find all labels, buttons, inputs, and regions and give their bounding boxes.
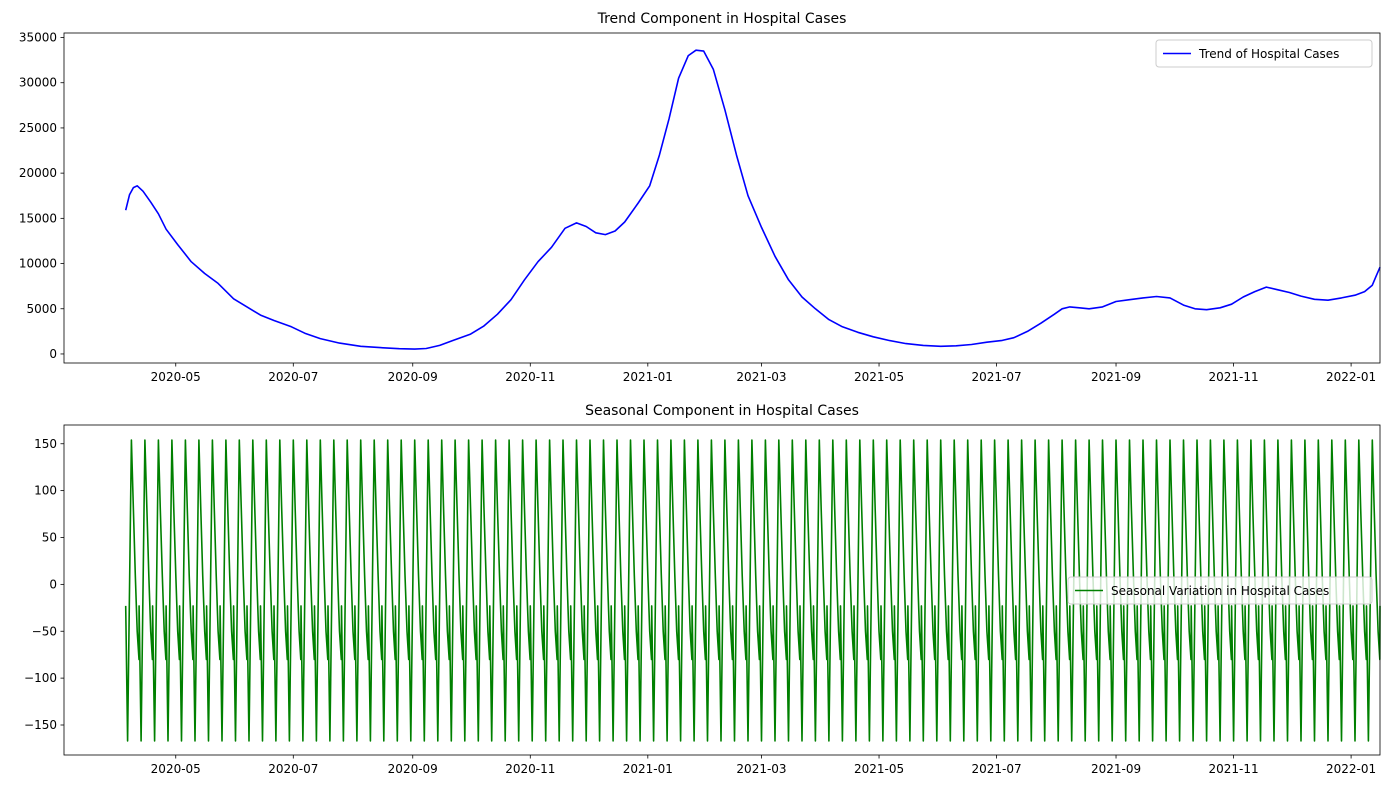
trend-x-tick-label: 2021-01 bbox=[623, 370, 673, 384]
trend-chart-title: Trend Component in Hospital Cases bbox=[597, 11, 847, 27]
trend-x-tick-label: 2021-09 bbox=[1091, 370, 1141, 384]
seasonal-y-tick-label: 150 bbox=[34, 437, 57, 451]
seasonal-x-tick-label: 2021-09 bbox=[1091, 762, 1141, 776]
seasonal-subplot: Seasonal Component in Hospital Cases −15… bbox=[24, 403, 1381, 776]
trend-legend-label: Trend of Hospital Cases bbox=[1198, 47, 1339, 61]
trend-x-tick-label: 2021-07 bbox=[971, 370, 1021, 384]
seasonal-y-tick-label: 0 bbox=[49, 577, 57, 591]
seasonal-y-tick-label: −100 bbox=[24, 671, 57, 685]
seasonal-x-tick-label: 2021-05 bbox=[854, 762, 904, 776]
trend-x-tick-label: 2020-11 bbox=[505, 370, 555, 384]
seasonal-y-axis: −150 −100 −50 0 50 100 150 bbox=[24, 437, 64, 732]
trend-y-tick-label: 15000 bbox=[19, 211, 57, 225]
trend-x-tick-label: 2022-01 bbox=[1326, 370, 1376, 384]
seasonal-x-tick-label: 2020-07 bbox=[268, 762, 318, 776]
trend-x-tick-label: 2020-05 bbox=[151, 370, 201, 384]
trend-legend: Trend of Hospital Cases bbox=[1155, 39, 1373, 68]
seasonal-x-tick-label: 2022-01 bbox=[1326, 762, 1376, 776]
trend-axes-frame bbox=[63, 32, 1381, 364]
trend-y-tick-label: 0 bbox=[49, 347, 57, 361]
seasonal-x-tick-label: 2021-11 bbox=[1208, 762, 1258, 776]
seasonal-x-tick-label: 2021-07 bbox=[971, 762, 1021, 776]
seasonal-y-tick-label: −150 bbox=[24, 718, 57, 732]
seasonal-x-axis: 2020-05 2020-07 2020-09 2020-11 2021-01 2021-… bbox=[151, 755, 1376, 776]
seasonal-x-tick-label: 2021-01 bbox=[623, 762, 673, 776]
trend-y-tick-label: 10000 bbox=[19, 257, 57, 271]
trend-x-tick-label: 2020-09 bbox=[388, 370, 438, 384]
trend-x-tick-label: 2021-05 bbox=[854, 370, 904, 384]
trend-subplot: Trend Component in Hospital Cases 0 5000 1… bbox=[19, 11, 1381, 384]
seasonal-y-tick-label: −50 bbox=[32, 624, 57, 638]
seasonal-legend-label: Seasonal Variation in Hospital Cases bbox=[1111, 584, 1329, 598]
trend-y-tick-label: 5000 bbox=[26, 302, 57, 316]
trend-x-tick-label: 2021-03 bbox=[736, 370, 786, 384]
seasonal-x-tick-label: 2020-09 bbox=[388, 762, 438, 776]
trend-x-axis: 2020-05 2020-07 2020-09 2020-11 2021-01 2021-… bbox=[151, 363, 1376, 384]
trend-y-tick-label: 35000 bbox=[19, 31, 57, 45]
trend-y-tick-label: 20000 bbox=[19, 166, 57, 180]
seasonal-chart-title: Seasonal Component in Hospital Cases bbox=[585, 403, 859, 419]
trend-x-tick-label: 2021-11 bbox=[1208, 370, 1258, 384]
seasonal-x-tick-label: 2020-11 bbox=[505, 762, 555, 776]
seasonal-y-tick-label: 50 bbox=[42, 531, 57, 545]
seasonal-axes-frame bbox=[63, 424, 1381, 756]
seasonal-series-line bbox=[124, 439, 1381, 742]
seasonal-x-tick-label: 2020-05 bbox=[151, 762, 201, 776]
seasonal-legend: Seasonal Variation in Hospital Cases bbox=[1067, 576, 1373, 605]
seasonal-legend-box bbox=[1067, 576, 1373, 605]
trend-y-axis: 0 5000 10000 15000 20000 25000 30000 35000 bbox=[19, 31, 64, 361]
trend-x-tick-label: 2020-07 bbox=[268, 370, 318, 384]
seasonal-x-tick-label: 2021-03 bbox=[736, 762, 786, 776]
seasonal-y-tick-label: 100 bbox=[34, 484, 57, 498]
trend-series-line bbox=[124, 49, 1381, 350]
trend-legend-box bbox=[1155, 39, 1373, 68]
trend-y-tick-label: 30000 bbox=[19, 76, 57, 90]
trend-y-tick-label: 25000 bbox=[19, 121, 57, 135]
